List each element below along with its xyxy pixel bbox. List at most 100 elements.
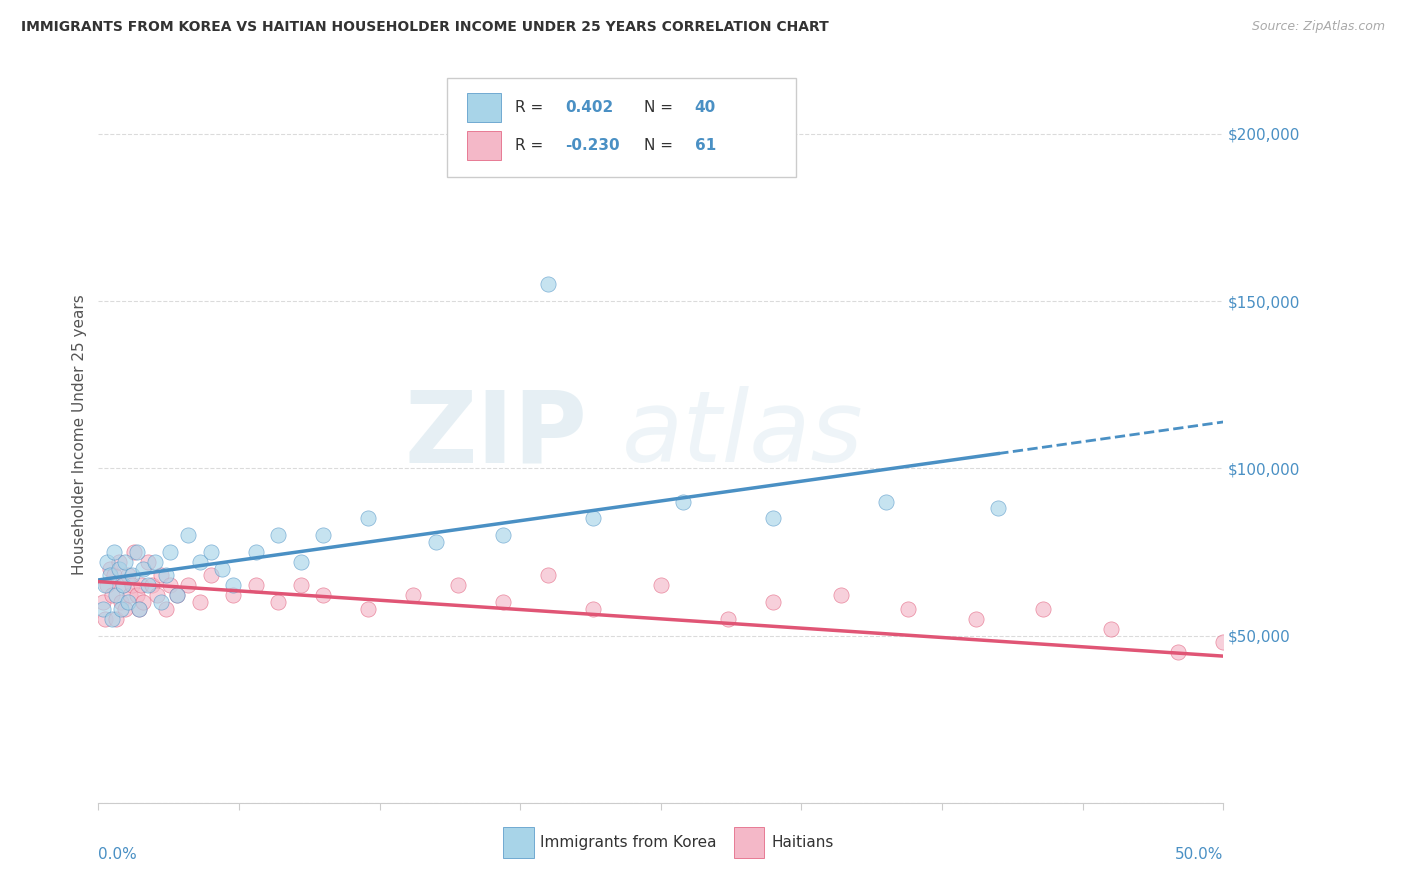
Point [132, 595, 155, 609]
Point [105, 612, 128, 626]
Point [897, 602, 920, 616]
Point [143, 555, 166, 569]
Point [98, 562, 121, 576]
Point [136, 578, 159, 592]
Point [267, 595, 290, 609]
Text: 0.0%: 0.0% [98, 847, 138, 862]
Point [159, 578, 181, 592]
Point [107, 562, 129, 576]
Point [121, 578, 143, 592]
Text: R =: R = [515, 138, 548, 153]
Point [312, 528, 335, 542]
Point [672, 494, 695, 508]
Point [117, 595, 139, 609]
Point [447, 578, 470, 592]
Text: 40: 40 [695, 100, 716, 115]
Text: 50.0%: 50.0% [1175, 847, 1223, 862]
Y-axis label: Householder Income Under 25 years: Householder Income Under 25 years [72, 294, 87, 575]
Point [101, 589, 124, 603]
Point [290, 555, 312, 569]
Point [112, 578, 135, 592]
Point [166, 589, 188, 603]
Point [114, 555, 136, 569]
Point [762, 595, 785, 609]
Point [128, 602, 150, 616]
Point [121, 568, 143, 582]
Point [312, 589, 335, 603]
Point [1347, 655, 1369, 669]
Point [124, 545, 146, 559]
Point [128, 602, 150, 616]
Point [188, 555, 211, 569]
Text: R =: R = [515, 100, 548, 115]
Point [132, 562, 155, 576]
Text: N =: N = [644, 100, 678, 115]
Text: Haitians: Haitians [770, 835, 834, 850]
Point [155, 568, 177, 582]
Point [222, 578, 245, 592]
Point [1392, 679, 1406, 693]
Text: ZIP: ZIP [405, 386, 588, 483]
Point [290, 578, 312, 592]
Point [245, 545, 267, 559]
Point [1032, 602, 1054, 616]
Point [211, 562, 233, 576]
Text: -0.230: -0.230 [565, 138, 620, 153]
Point [245, 578, 267, 592]
Point [136, 555, 159, 569]
Point [177, 528, 200, 542]
Point [200, 568, 222, 582]
Point [582, 511, 605, 525]
Point [94, 578, 117, 592]
Point [94, 612, 117, 626]
Point [987, 501, 1010, 516]
Point [146, 589, 169, 603]
Point [112, 578, 135, 592]
Point [222, 589, 245, 603]
Point [118, 589, 141, 603]
Point [159, 545, 181, 559]
Bar [503, 827, 534, 858]
Point [650, 578, 672, 592]
Point [1167, 645, 1189, 659]
Point [200, 545, 222, 559]
Point [96, 578, 118, 592]
Point [141, 578, 163, 592]
Point [762, 511, 785, 525]
Point [357, 511, 380, 525]
Point [125, 545, 148, 559]
Point [537, 568, 560, 582]
Point [717, 612, 740, 626]
Text: Source: ZipAtlas.com: Source: ZipAtlas.com [1251, 20, 1385, 33]
Point [425, 534, 447, 549]
Point [875, 494, 897, 508]
Text: N =: N = [644, 138, 678, 153]
Text: atlas: atlas [621, 386, 863, 483]
Point [96, 555, 118, 569]
Point [402, 589, 425, 603]
Point [103, 568, 125, 582]
Point [177, 578, 200, 592]
Point [155, 602, 177, 616]
Point [1099, 622, 1122, 636]
Text: 61: 61 [695, 138, 716, 153]
Point [110, 595, 132, 609]
Text: 0.402: 0.402 [565, 100, 613, 115]
Text: Immigrants from Korea: Immigrants from Korea [540, 835, 717, 850]
Point [98, 568, 121, 582]
Point [117, 568, 139, 582]
Point [267, 528, 290, 542]
Point [114, 602, 136, 616]
Point [582, 602, 605, 616]
Point [188, 595, 211, 609]
Point [91, 595, 114, 609]
Point [110, 602, 132, 616]
Point [150, 568, 173, 582]
Point [1302, 669, 1324, 683]
Point [107, 555, 129, 569]
Point [103, 545, 125, 559]
Bar [734, 827, 765, 858]
Point [357, 602, 380, 616]
Point [965, 612, 987, 626]
Point [166, 589, 188, 603]
